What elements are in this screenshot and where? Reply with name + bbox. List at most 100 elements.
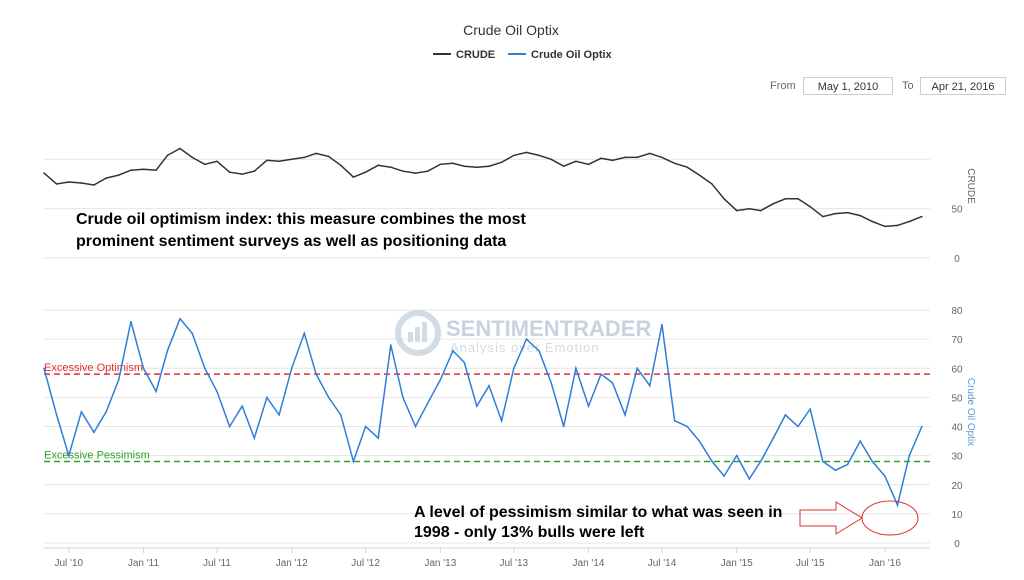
x-tick-label: Jul '15 [796,558,825,569]
optix-point [389,344,392,346]
optix-point [908,454,911,457]
range-to-input[interactable]: Apr 21, 2016 [920,77,1006,95]
optix-point [748,478,751,480]
crude-point [303,156,306,159]
optix-tick-label: 80 [951,306,963,317]
crude-point [562,165,565,168]
crude-point [834,212,837,215]
optix-point [500,419,503,422]
crude-point [723,198,725,200]
optix-point [253,437,256,439]
crude-point [550,158,552,161]
crude-point [921,215,923,218]
x-tick-label: Jul '14 [648,558,677,569]
optix-point [55,414,58,416]
optix-point [686,425,688,428]
optix-point [203,367,206,370]
crude-axis-title: CRUDE [965,168,976,204]
optix-point [550,382,552,384]
annotation-top-line1: Crude oil optimism index: this measure c… [76,211,527,228]
optix-point [105,411,107,413]
optix-point [117,379,120,381]
optix-point [377,437,379,439]
x-tick-label: Jan '11 [128,558,160,569]
crude-point [600,157,602,160]
series-crude-line[interactable] [43,147,923,228]
crude-point [364,171,367,173]
optix-point [166,349,169,352]
optix-point [921,425,923,428]
optix-point [155,390,157,393]
crude-point [649,152,651,155]
optix-point [278,414,280,416]
optix-point [649,384,651,387]
crude-point [748,207,751,210]
crude-tick-label: 50 [951,205,963,216]
series-optix-line[interactable] [43,317,923,508]
range-from-label: From [770,80,796,92]
x-tick-label: Jan '12 [276,558,308,569]
crude-point [636,156,639,159]
crude-point [452,162,454,165]
annotation-bottom-line1: A level of pessimism similar to what was… [414,504,782,521]
optix-points [43,317,923,506]
crude-point [797,198,799,200]
optix-point [80,411,83,413]
x-tick-label: Jan '16 [869,558,901,569]
crude-point [439,163,442,166]
optix-point [340,414,342,416]
optix-point [772,437,775,439]
x-tick-label: Jul '10 [54,558,83,569]
crude-point [500,161,503,164]
crude-point [352,176,355,178]
optix-point [67,454,70,457]
annotation-bottom-line2: 1998 - only 13% bulls were left [414,524,645,541]
crude-point [142,168,145,170]
crude-points [43,147,923,228]
optix-tick-label: 10 [951,510,963,521]
x-tick-label: Jul '12 [351,558,380,569]
legend-crude-label[interactable]: CRUDE [456,49,495,61]
crude-point [538,154,540,157]
optix-point [476,405,478,407]
optix-point [439,379,442,381]
optix-point [809,408,812,410]
optix-tick-label: 60 [951,364,963,375]
legend-optix-label[interactable]: Crude Oil Optix [531,49,613,61]
crude-point [686,166,688,169]
crude-point [896,224,899,227]
crude-point [241,173,243,175]
optix-point [130,320,132,323]
optix-point [364,425,367,428]
legend[interactable]: CRUDE Crude Oil Optix [433,49,613,61]
optix-point [673,419,676,422]
arrow-shape [799,501,863,535]
crude-point [759,209,762,212]
optix-point [512,367,515,370]
crude-point [216,160,218,163]
range-from-input[interactable]: May 1, 2010 [803,77,893,95]
watermark-name: SENTIMENTRADER [446,316,651,341]
optix-point [414,425,417,428]
optix-tick-label: 20 [951,481,963,492]
reference-label-1: Excessive Pessimism [44,449,150,461]
optix-point [759,460,762,463]
optix-point [241,405,243,407]
optix-point [228,425,231,428]
crude-axis-ticks: 0 50 [951,205,963,265]
crude-point [191,156,194,159]
crude-point [908,220,911,223]
crude-point [512,154,515,157]
crude-point [476,166,478,169]
optix-tick-label: 70 [951,335,963,346]
optix-point [884,475,886,477]
optix-point [611,382,614,384]
crude-point [711,183,713,185]
reference-label-0: Excessive Optimism [44,362,143,374]
optix-tick-label: 30 [951,452,963,463]
annotation-top-line2: prominent sentiment surveys as well as p… [76,233,506,250]
optix-tick-label: 0 [954,539,960,550]
optix-point [216,390,218,393]
optix-point [698,440,701,442]
